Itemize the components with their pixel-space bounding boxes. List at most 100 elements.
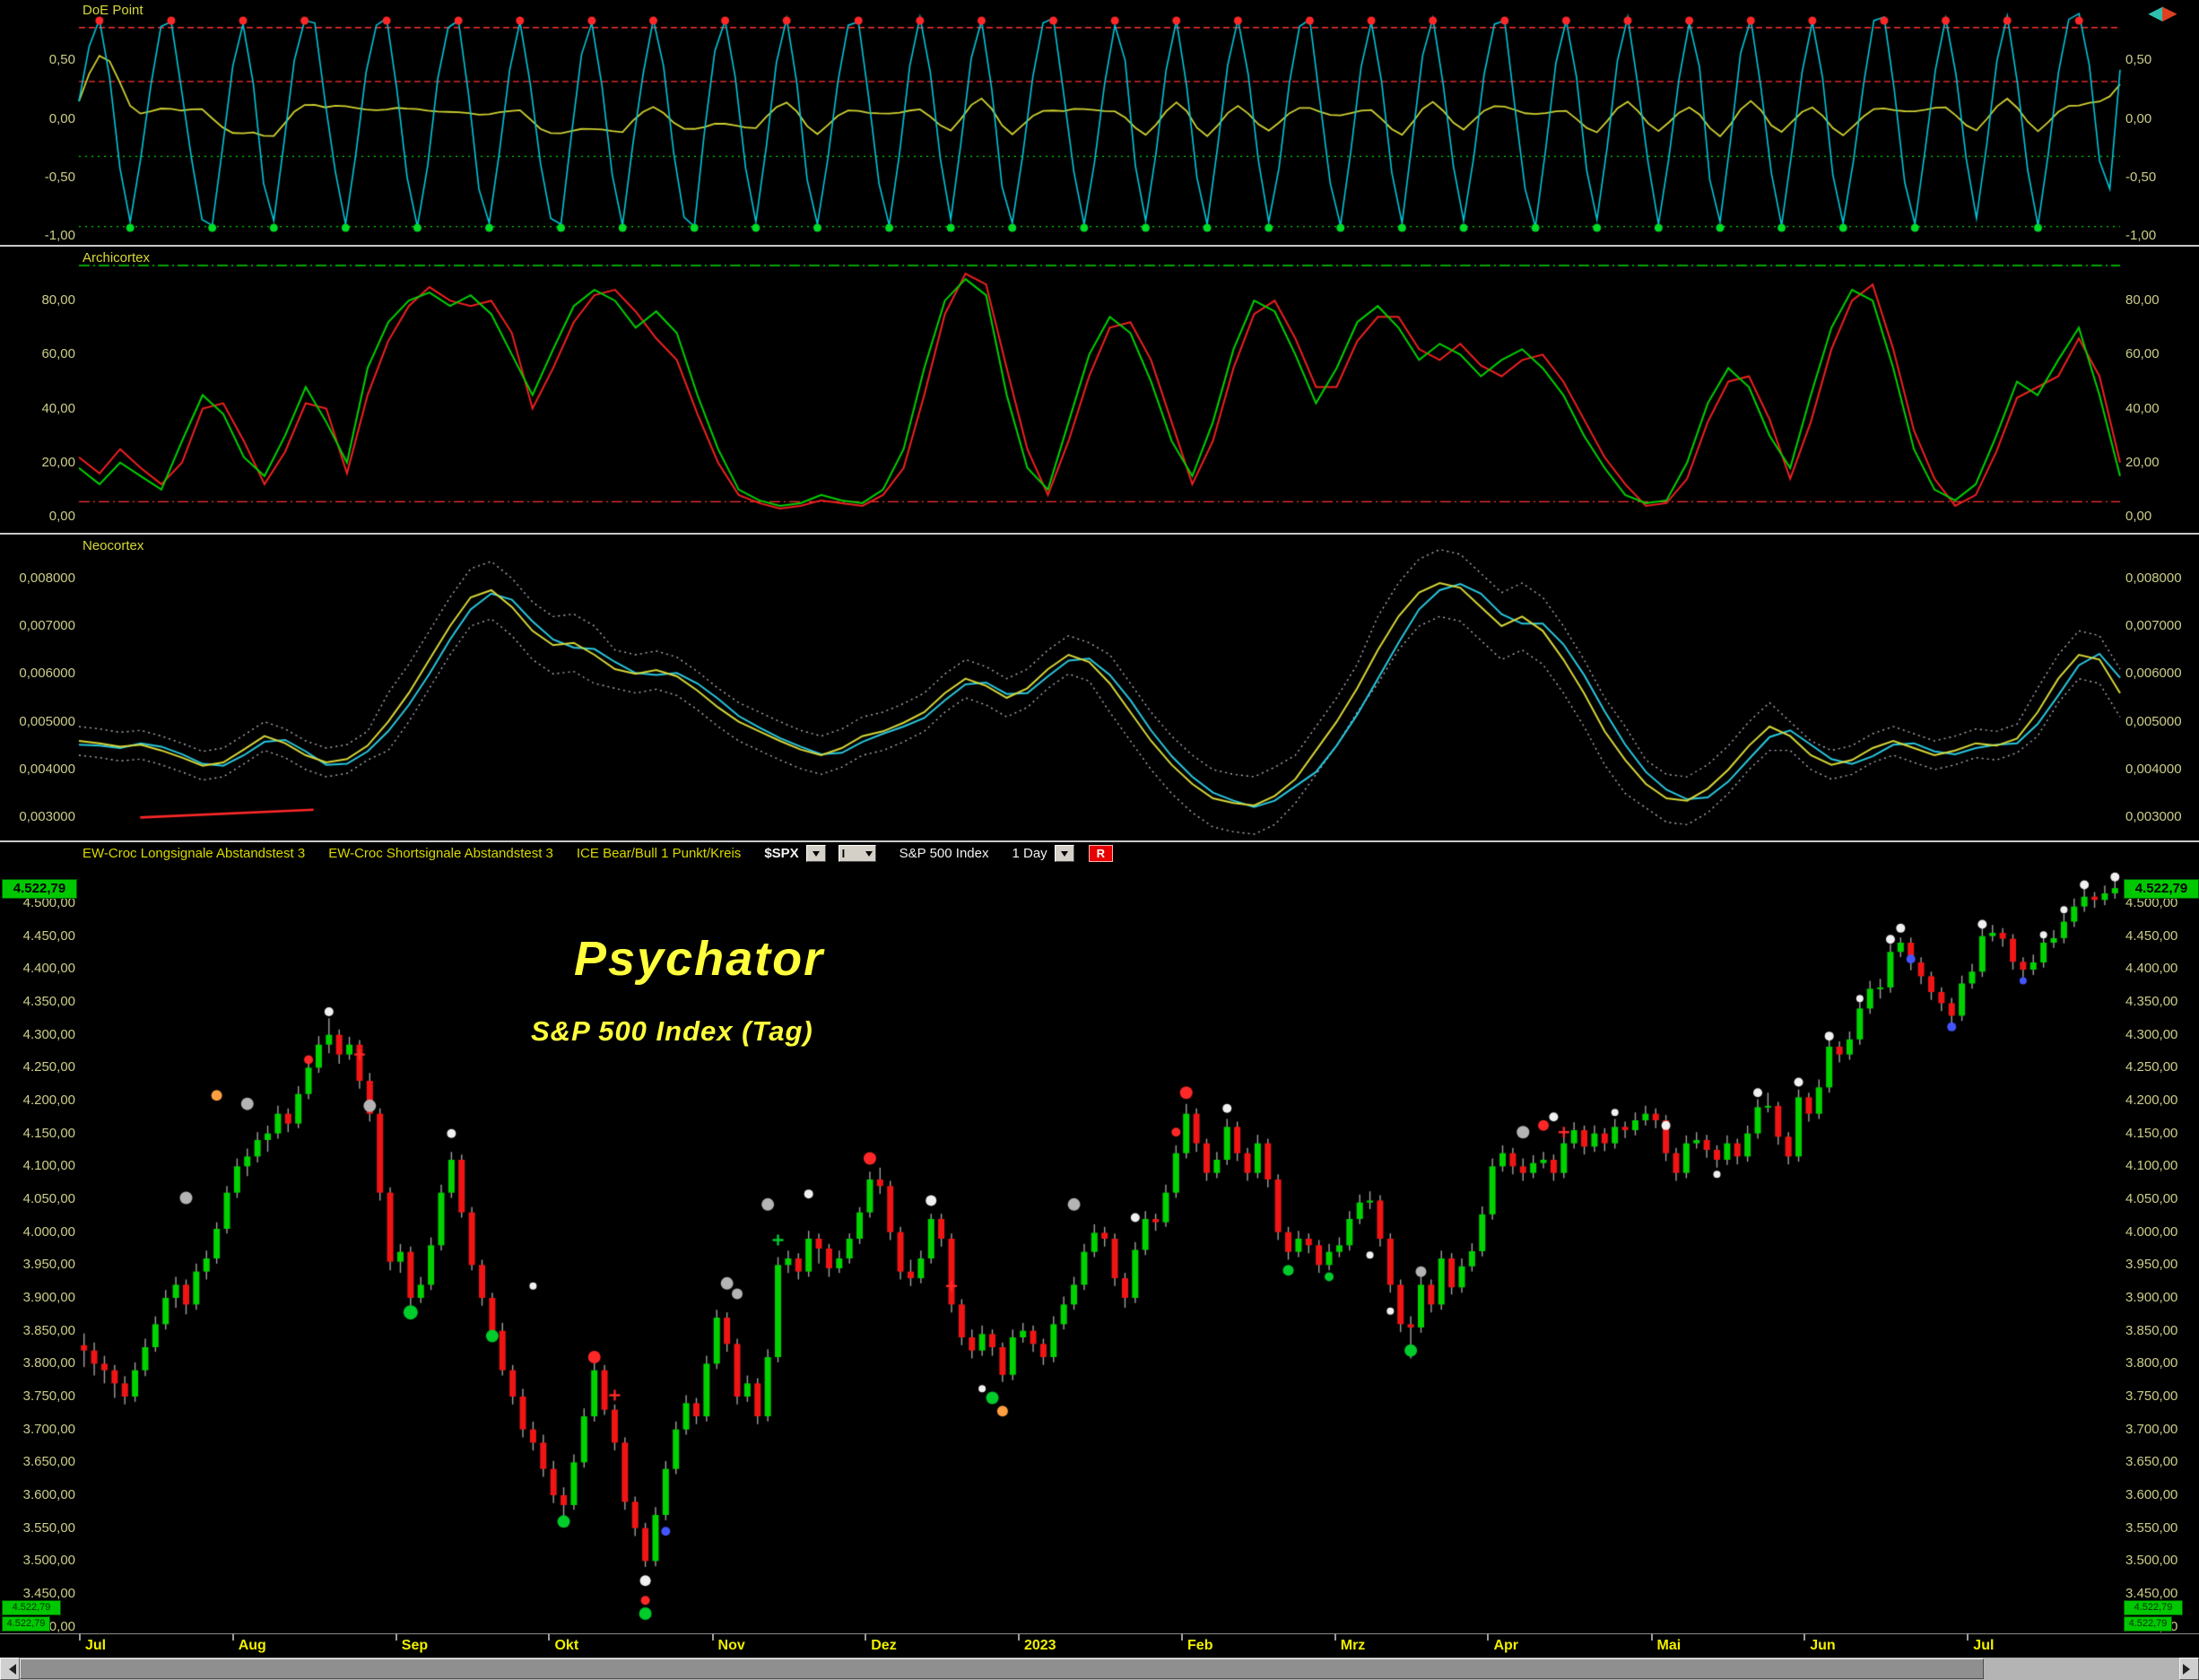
y-axis-label: 0,006000 bbox=[2125, 666, 2182, 682]
y-axis-label: 3.750,00 bbox=[22, 1388, 75, 1404]
y-axis-label: 4.250,00 bbox=[2125, 1059, 2178, 1075]
y-axis-label: 4.100,00 bbox=[2125, 1158, 2178, 1174]
y-axis-label: 3.800,00 bbox=[22, 1355, 75, 1371]
y-axis-label: 20,00 bbox=[41, 454, 75, 470]
month-tick bbox=[711, 1633, 714, 1641]
chevron-down-icon bbox=[1060, 851, 1068, 860]
chevron-down-icon bbox=[865, 851, 873, 860]
mini-price-chip: 4.522,79 bbox=[2, 1600, 61, 1615]
month-tick bbox=[79, 1633, 81, 1641]
y-axis-label: 4.500,00 bbox=[2125, 895, 2178, 910]
symbol-label[interactable]: $SPX bbox=[764, 845, 799, 861]
y-axis-label: 4.000,00 bbox=[2125, 1223, 2178, 1240]
scrollbar-right-arrow[interactable] bbox=[2179, 1658, 2199, 1680]
y-axis-label: 40,00 bbox=[2125, 400, 2160, 416]
y-axis-label: 60,00 bbox=[2125, 346, 2160, 362]
panel-title-doe-point: DoE Point bbox=[83, 3, 143, 18]
doe-point-panel-canvas[interactable] bbox=[0, 0, 2199, 245]
y-axis-label: 3.550,00 bbox=[22, 1519, 75, 1536]
y-axis-label: 0,50 bbox=[2125, 52, 2152, 68]
month-tick bbox=[1650, 1633, 1653, 1641]
mini-price-chip: 4.522,79 bbox=[2124, 1600, 2183, 1615]
month-tick bbox=[1181, 1633, 1184, 1641]
y-axis-label: 0,00 bbox=[2125, 110, 2152, 126]
indicator-label-longsignale[interactable]: EW-Croc Longsignale Abstandstest 3 bbox=[83, 845, 306, 861]
month-label: Dez bbox=[871, 1638, 897, 1653]
chart-toolbar: EW-Croc Longsignale Abstandstest 3 EW-Cr… bbox=[83, 842, 1114, 864]
month-tick bbox=[1017, 1633, 1020, 1641]
y-axis-label: 4.450,00 bbox=[22, 927, 75, 944]
y-axis-label: 3.900,00 bbox=[22, 1290, 75, 1305]
y-axis-label: 0,008000 bbox=[2125, 570, 2182, 586]
month-tick bbox=[1967, 1633, 1969, 1641]
neocortex-panel-canvas[interactable] bbox=[0, 535, 2199, 840]
period-label: 1 Day bbox=[1012, 845, 1047, 861]
y-axis-label: 3.900,00 bbox=[2125, 1290, 2178, 1305]
y-axis-label: 4.200,00 bbox=[2125, 1092, 2178, 1108]
chart-watermark-subtitle: S&P 500 Index (Tag) bbox=[531, 1015, 813, 1047]
month-label: Apr bbox=[1493, 1638, 1518, 1653]
horizontal-scrollbar[interactable] bbox=[0, 1658, 2199, 1680]
y-axis-label: 3.800,00 bbox=[2125, 1355, 2178, 1371]
chart-watermark-title: Psychator bbox=[574, 932, 825, 986]
y-axis-label: 4.050,00 bbox=[2125, 1191, 2178, 1206]
indicator-label-ice-bearbull[interactable]: ICE Bear/Bull 1 Punkt/Kreis bbox=[576, 845, 742, 861]
y-axis-label: 4.400,00 bbox=[22, 961, 75, 977]
month-label: Aug bbox=[238, 1638, 266, 1653]
month-label: Mai bbox=[1656, 1638, 1682, 1653]
right-triangle-icon bbox=[2183, 1663, 2195, 1675]
realtime-badge[interactable]: R bbox=[1088, 844, 1114, 862]
month-label: Okt bbox=[554, 1638, 579, 1653]
y-axis-label: 4.400,00 bbox=[2125, 961, 2178, 977]
month-label: Feb bbox=[1187, 1638, 1213, 1653]
y-axis-label: 4.350,00 bbox=[22, 994, 75, 1009]
y-axis-label: 0,005000 bbox=[19, 713, 75, 729]
y-axis-label: 3.700,00 bbox=[22, 1421, 75, 1437]
y-axis-label: 40,00 bbox=[41, 400, 75, 416]
chart-nav-arrows-icon[interactable]: ◀▶ bbox=[2149, 4, 2177, 24]
month-tick bbox=[548, 1633, 551, 1641]
left-triangle-icon bbox=[4, 1663, 16, 1675]
y-axis-label: 4.350,00 bbox=[2125, 994, 2178, 1009]
y-axis-label: 0,005000 bbox=[2125, 713, 2182, 729]
y-axis-label: 0,00 bbox=[48, 508, 75, 524]
y-axis-label: 3.500,00 bbox=[2125, 1553, 2178, 1569]
month-label: Jul bbox=[85, 1638, 107, 1653]
month-label: 2023 bbox=[1023, 1638, 1056, 1653]
month-label: Sep bbox=[401, 1638, 429, 1653]
y-axis-label: 0,003000 bbox=[19, 809, 75, 825]
scrollbar-thumb[interactable] bbox=[20, 1658, 1984, 1679]
price-chart-canvas[interactable] bbox=[0, 864, 2199, 1633]
y-axis-label: 3.950,00 bbox=[2125, 1257, 2178, 1273]
y-axis-label: -0,50 bbox=[2125, 169, 2157, 185]
y-axis-label: 0,008000 bbox=[19, 570, 75, 586]
y-axis-label: 0,006000 bbox=[19, 666, 75, 682]
scrollbar-left-arrow[interactable] bbox=[0, 1658, 20, 1680]
indicator-label-shortsignale[interactable]: EW-Croc Shortsignale Abstandstest 3 bbox=[328, 845, 553, 861]
y-axis-label: 3.650,00 bbox=[22, 1454, 75, 1470]
y-axis-label: 3.450,00 bbox=[2125, 1586, 2178, 1601]
y-axis-label: 80,00 bbox=[41, 292, 75, 309]
y-axis-label: 4.100,00 bbox=[22, 1158, 75, 1174]
panel-divider[interactable] bbox=[0, 245, 2199, 247]
month-label: Mrz bbox=[1340, 1638, 1366, 1653]
y-axis-label: 3.700,00 bbox=[2125, 1421, 2178, 1437]
interval-dropdown[interactable]: I bbox=[838, 844, 876, 862]
month-label: Jun bbox=[1810, 1638, 1836, 1653]
panel-divider[interactable] bbox=[0, 533, 2199, 535]
y-axis-label: 0,004000 bbox=[19, 762, 75, 777]
y-axis-label: 0,004000 bbox=[2125, 762, 2182, 777]
archicortex-panel-canvas[interactable] bbox=[0, 247, 2199, 533]
month-tick bbox=[1487, 1633, 1490, 1641]
month-label: Jul bbox=[1973, 1638, 1995, 1653]
symbol-dropdown[interactable] bbox=[805, 844, 826, 862]
mini-price-chip: 4.522,79 bbox=[2, 1616, 50, 1632]
period-dropdown[interactable] bbox=[1054, 844, 1074, 862]
panel-divider[interactable] bbox=[0, 840, 2199, 842]
y-axis-label: 0,003000 bbox=[2125, 809, 2182, 825]
y-axis-label: 4.300,00 bbox=[2125, 1026, 2178, 1042]
y-axis-label: 4.150,00 bbox=[2125, 1125, 2178, 1141]
chevron-down-icon bbox=[812, 851, 820, 860]
instrument-label: S&P 500 Index bbox=[899, 845, 989, 861]
y-axis-label: 4.150,00 bbox=[22, 1125, 75, 1141]
